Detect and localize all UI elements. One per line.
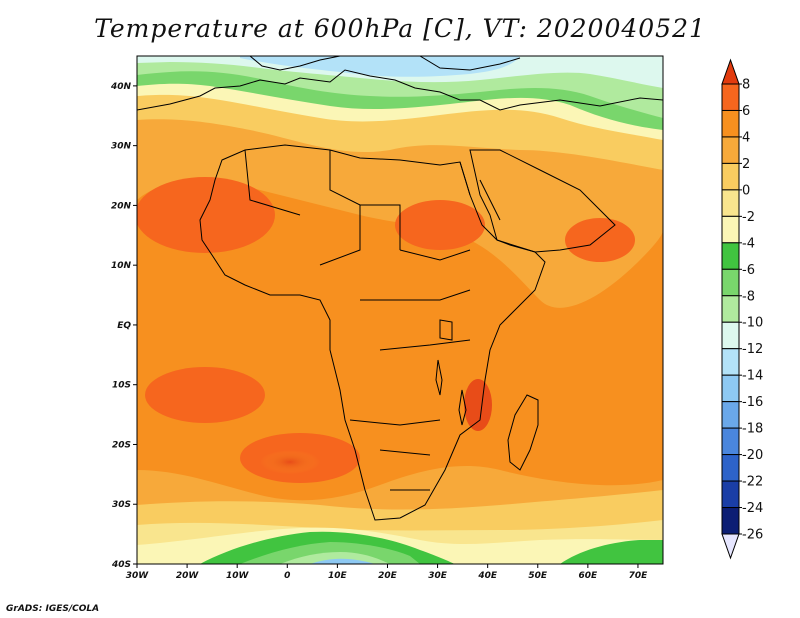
colorbar-swatch	[721, 242, 740, 270]
colorbar-swatch	[721, 136, 740, 164]
colorbar-level-label: -2	[742, 210, 755, 225]
lon-tick-label: 70E	[629, 571, 649, 581]
colorbar-level-label: -16	[742, 395, 763, 410]
colorbar-swatch	[721, 189, 740, 217]
colorbar-bottom-arrow	[721, 533, 740, 560]
lat-tick-label: 40N	[110, 82, 132, 92]
colorbar-swatch	[721, 268, 740, 297]
colorbar-swatch	[721, 295, 740, 323]
latitude-axis: 40N 30N 20N 10N EQ 10S 20S 30S 40S	[110, 82, 137, 570]
colorbar-level-label: -20	[742, 448, 763, 463]
grads-credit: GrADS: IGES/COLA	[6, 604, 100, 614]
colorbar-level-label: -22	[742, 475, 763, 490]
colorbar-swatch	[721, 83, 740, 111]
lat-tick-label: 10N	[111, 261, 132, 271]
lon-tick-label: 10E	[328, 571, 348, 581]
lon-tick-label: 30W	[126, 571, 150, 581]
colorbar-swatch	[721, 480, 740, 509]
lat-tick-label: EQ	[117, 321, 131, 331]
colorbar-level-label: 0	[742, 183, 750, 198]
colorbar-swatch	[721, 348, 740, 376]
colorbar-level-label: -24	[742, 501, 763, 516]
colorbar-level-label: -18	[742, 422, 763, 437]
lat-tick-label: 30S	[112, 500, 131, 510]
lon-tick-label: 40E	[477, 571, 498, 581]
colorbar-level-label: -4	[742, 236, 755, 251]
colorbar-level-label: -10	[742, 316, 763, 331]
lon-tick-label: 10W	[226, 571, 250, 581]
lon-tick-label: 60E	[579, 571, 599, 581]
lon-tick-label: 20E	[378, 571, 398, 581]
lat-tick-label: 20N	[111, 201, 132, 211]
lon-tick-label: 0	[284, 571, 290, 581]
lat-tick-label: 10S	[112, 381, 131, 391]
map-title: Temperature at 600hPa [C], VT: 202004052…	[94, 14, 706, 43]
colorbar-swatch	[721, 427, 740, 456]
coastline-outlines	[137, 56, 663, 521]
lat-tick-label: 20S	[112, 440, 131, 450]
colorbar-level-label: -8	[742, 289, 755, 304]
colorbar-swatch	[721, 401, 740, 429]
colorbar-level-label: 8	[742, 78, 750, 93]
colorbar-level-label: -6	[742, 263, 755, 278]
colorbar-swatch	[721, 454, 740, 482]
temperature-field	[137, 56, 663, 564]
colorbar-legend: 8 6 4 2 0 -2 -4 -6 -8 -10 -12 -14 -16 -18 -20 -22 -24 -26	[721, 58, 763, 560]
colorbar-swatch	[721, 507, 740, 535]
plot-border	[136, 55, 664, 565]
colorbar-top-arrow	[721, 58, 740, 85]
colorbar-swatch	[721, 162, 740, 191]
colorbar-swatch	[721, 109, 740, 138]
colorbar-swatch	[721, 374, 740, 403]
colorbar-level-label: 4	[742, 130, 750, 145]
colorbar-level-label: -12	[742, 342, 763, 357]
colorbar-level-label: -26	[742, 528, 763, 543]
lon-tick-label: 20W	[176, 571, 200, 581]
colorbar-level-label: 6	[742, 104, 750, 119]
colorbar-swatch	[721, 215, 740, 244]
lon-tick-label: 30E	[428, 571, 448, 581]
colorbar-level-label: 2	[742, 157, 750, 172]
lon-tick-label: 50E	[528, 571, 548, 581]
lat-tick-label: 40S	[111, 560, 131, 570]
colorbar-level-label: -14	[742, 369, 763, 384]
longitude-axis: 30W 20W 10W 0 10E 20E 30E 40E 50E 60E 70E	[126, 564, 648, 581]
colorbar-swatch	[721, 321, 740, 350]
lat-tick-label: 30N	[111, 142, 132, 152]
